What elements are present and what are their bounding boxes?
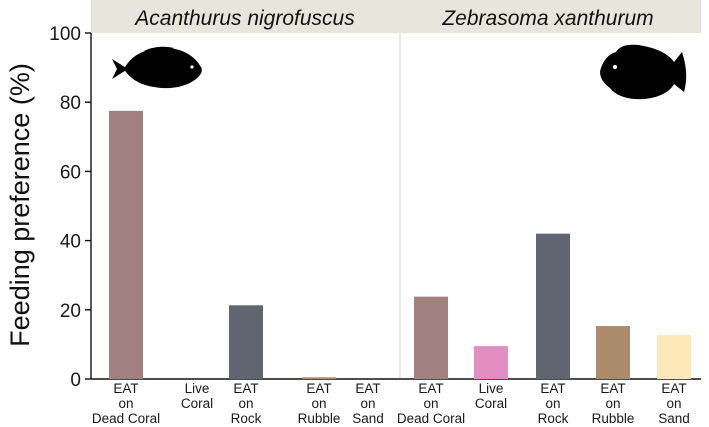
- bar-series: [109, 110, 691, 379]
- fish-silhouette-icon: [600, 44, 687, 100]
- category-label: EAT on Sand: [352, 381, 384, 426]
- fish-silhouette-icon: [112, 46, 202, 89]
- y-tick-label: 40: [60, 232, 81, 253]
- category-label: EAT on Rubble: [592, 381, 635, 426]
- category-label: Live Coral: [475, 381, 507, 411]
- category-label: EAT on Rock: [231, 381, 262, 426]
- category-labels: EAT on Dead Coral Live Coral EAT on Rock EAT on Ru…: [92, 381, 690, 426]
- panel-title-right: Zebrasoma xanthurum: [441, 7, 653, 30]
- category-label: EAT on Dead Coral: [92, 381, 160, 426]
- panel-header-strip: [91, 0, 701, 33]
- bar-acanthurus-0: [109, 110, 143, 379]
- category-label: EAT on Rock: [538, 381, 569, 426]
- y-tick-label: 20: [60, 301, 81, 322]
- category-label: EAT on Sand: [658, 381, 690, 426]
- y-tick-label: 0: [70, 370, 81, 391]
- category-label: EAT on Rubble: [298, 381, 341, 426]
- bar-zebrasoma-3: [596, 326, 630, 379]
- y-tick-label: 100: [49, 24, 81, 45]
- y-axis-title: Feeding preference (%): [5, 63, 35, 347]
- y-tick-label: 80: [60, 93, 81, 114]
- y-axis-ticks: 0 20 40 60 80 100: [49, 24, 91, 391]
- bar-zebrasoma-4: [657, 335, 691, 379]
- category-label: Live Coral: [181, 381, 213, 411]
- y-tick-label: 60: [60, 162, 81, 183]
- bar-zebrasoma-0: [414, 296, 448, 379]
- bar-zebrasoma-2: [536, 233, 570, 379]
- bar-acanthurus-3: [302, 377, 336, 379]
- category-label: EAT on Dead Coral: [397, 381, 465, 426]
- bar-acanthurus-2: [229, 305, 263, 379]
- bar-zebrasoma-1: [474, 346, 508, 379]
- panel-title-left: Acanthurus nigrofuscus: [133, 7, 355, 30]
